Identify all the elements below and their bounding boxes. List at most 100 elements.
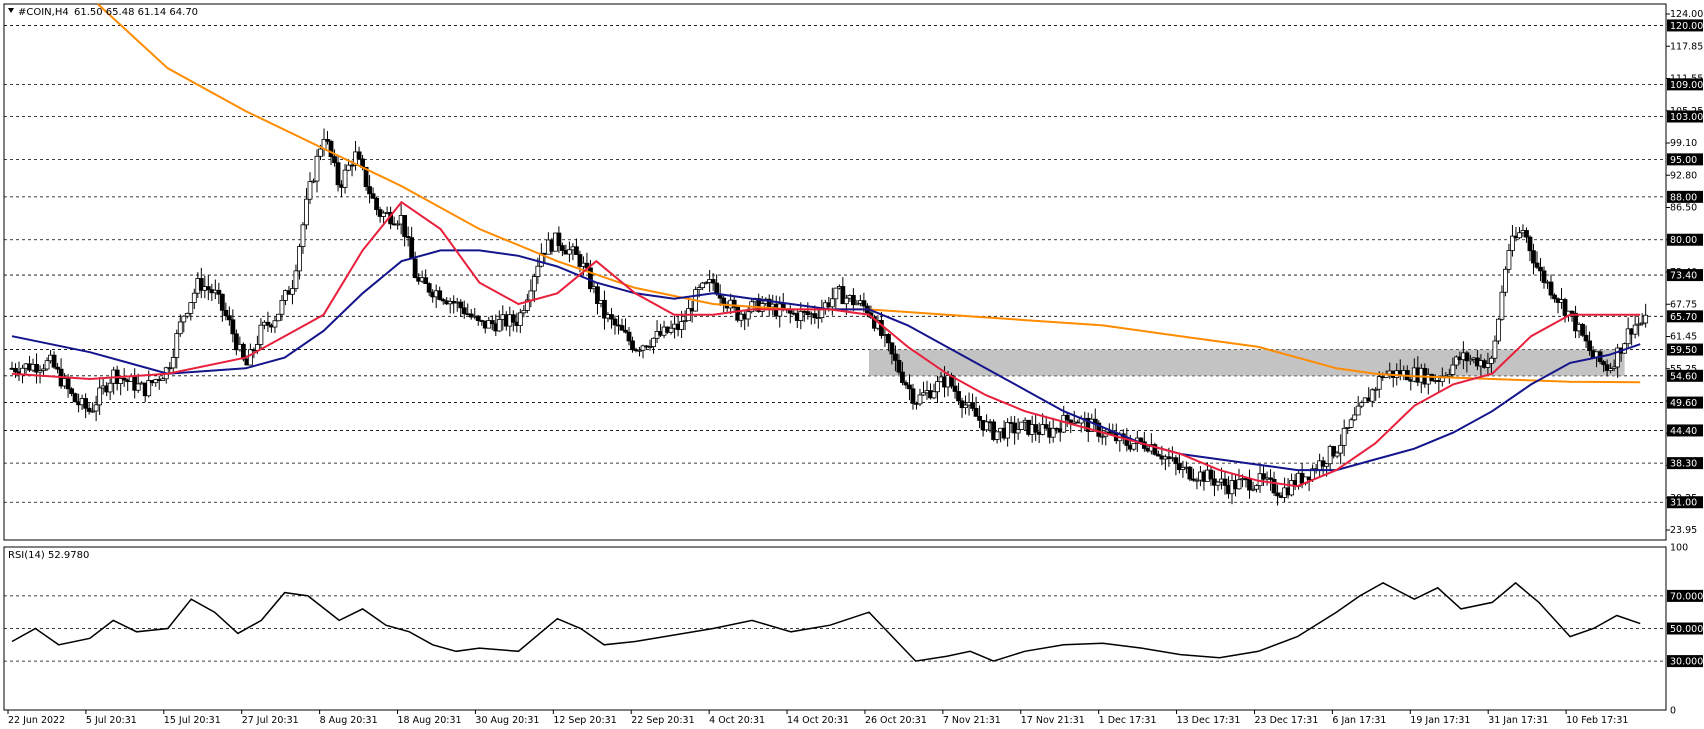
candle-body	[293, 270, 299, 289]
candle-body	[44, 360, 50, 370]
candle-body	[1359, 402, 1365, 407]
candle-body	[69, 388, 74, 395]
candle-body	[595, 286, 600, 304]
candle-body	[896, 360, 902, 373]
candle-body	[1604, 364, 1610, 371]
candle-body	[819, 309, 825, 318]
time-tick-label: 19 Jan 17:31	[1410, 715, 1470, 726]
candle-body	[567, 249, 572, 255]
candle-body	[475, 315, 481, 321]
candle-body	[623, 329, 628, 333]
candle-body	[51, 354, 57, 368]
candle-body	[1503, 268, 1508, 293]
candle-body	[409, 237, 415, 260]
time-tick-label: 31 Jan 17:31	[1488, 715, 1548, 726]
price-tick-label: 92.80	[1670, 170, 1697, 181]
candle-body	[1453, 356, 1459, 366]
candle-body	[437, 290, 443, 300]
time-tick-label: 5 Jul 20:31	[86, 715, 137, 726]
candle-body	[468, 313, 474, 318]
candle-body	[647, 346, 653, 348]
candle-body	[86, 407, 92, 412]
candle-body	[921, 392, 926, 396]
candle-body	[1548, 281, 1554, 296]
candle-body	[1373, 388, 1379, 391]
candle-body	[710, 279, 716, 284]
price-tick-label: 67.75	[1670, 299, 1697, 310]
candle-body	[910, 388, 916, 404]
candle-body	[223, 309, 229, 317]
candle-body	[1131, 443, 1137, 450]
candle-body	[1636, 323, 1642, 326]
candle-body	[489, 320, 495, 325]
level-tag	[1667, 78, 1703, 91]
candle-body	[1271, 478, 1277, 494]
price-tick-label: 55.25	[1670, 364, 1697, 375]
level-tag-label: 120.00	[1670, 21, 1703, 32]
candle-body	[170, 357, 176, 369]
candle-body	[1348, 419, 1354, 428]
level-tag	[1667, 496, 1703, 509]
rsi-tick-label: 0	[1670, 706, 1676, 717]
candle-body	[1485, 363, 1491, 368]
time-tick-label: 30 Aug 20:31	[475, 715, 539, 726]
candle-body	[346, 164, 351, 171]
candle-body	[1615, 347, 1621, 368]
candle-body	[276, 313, 281, 322]
candle-body	[188, 302, 194, 314]
time-tick-label: 15 Jul 20:31	[164, 715, 221, 726]
candle-body	[1208, 469, 1214, 480]
candle-body	[1517, 232, 1522, 239]
candle-body	[1138, 437, 1144, 443]
candle-body	[37, 370, 43, 373]
candle-body	[1222, 478, 1228, 486]
candle-body	[265, 321, 271, 326]
ma-slow-line	[97, 3, 1641, 384]
rsi-level-tag	[1667, 589, 1703, 602]
candle-body	[1369, 389, 1375, 402]
level-tag	[1667, 233, 1703, 246]
candle-body	[356, 151, 362, 160]
candle-body	[798, 310, 804, 321]
candle-body	[735, 306, 741, 321]
candle-body	[426, 283, 432, 293]
candle-body	[1099, 435, 1105, 438]
level-tag	[1667, 310, 1703, 323]
level-tag	[1667, 424, 1703, 437]
candle-body	[233, 333, 239, 351]
candle-body	[1562, 299, 1568, 316]
candle-body	[535, 265, 541, 277]
rsi-level-tag	[1667, 655, 1703, 668]
candle-body	[97, 387, 103, 406]
candle-body	[1236, 479, 1242, 490]
candle-body	[1580, 323, 1585, 336]
candle-body	[1541, 270, 1547, 283]
price-tick-label: 23.95	[1670, 525, 1697, 536]
candle-body	[1064, 414, 1070, 421]
candle-body	[1632, 324, 1638, 335]
level-tag	[1667, 369, 1703, 382]
candle-body	[1040, 424, 1046, 435]
candle-body	[510, 314, 516, 323]
candle-body	[640, 345, 646, 351]
time-tick-label: 8 Aug 20:31	[320, 715, 378, 726]
price-pane: 124.00117.85111.55105.2599.1092.8086.508…	[3, 3, 1703, 541]
candle-body	[1355, 405, 1361, 416]
candle-body	[181, 315, 187, 323]
candle-body	[300, 224, 306, 247]
candle-body	[1345, 427, 1351, 429]
candle-body	[630, 340, 635, 351]
candle-body	[619, 325, 625, 331]
candle-body	[342, 169, 348, 188]
candle-body	[900, 371, 905, 383]
collapse-icon[interactable]	[8, 8, 14, 13]
candle-body	[402, 215, 408, 237]
candle-body	[423, 277, 429, 284]
candle-body	[931, 391, 937, 399]
candle-body	[13, 368, 18, 373]
candle-body	[1187, 466, 1193, 480]
candle-body	[1643, 314, 1649, 324]
candle-body	[812, 313, 818, 319]
